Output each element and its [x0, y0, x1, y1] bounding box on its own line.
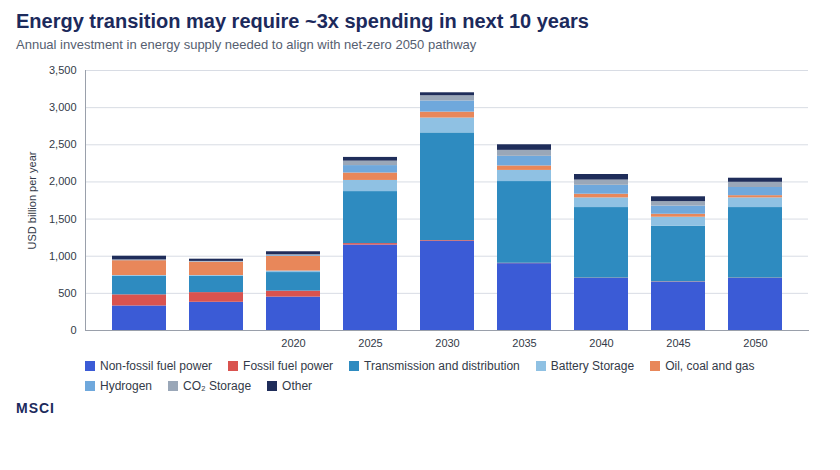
svg-text:2030: 2030 — [435, 337, 459, 349]
html-text:CO₂ Storage: CO₂ Storage — [183, 379, 252, 393]
svg-text:3,000: 3,000 — [49, 101, 77, 113]
svg-text:USD billion per year: USD billion per year — [26, 151, 38, 249]
html-text:Annual investment in energy su: Annual investment in energy supply neede… — [16, 37, 477, 52]
html-text:MSCI: MSCI — [16, 400, 55, 416]
html-text:Other: Other — [282, 379, 313, 393]
svg-text:2045: 2045 — [666, 337, 690, 349]
svg-text:0: 0 — [70, 324, 76, 336]
html-text:Non-fossil fuel power: Non-fossil fuel power — [100, 359, 213, 373]
svg-text:2035: 2035 — [512, 337, 536, 349]
svg-text:2020: 2020 — [281, 337, 305, 349]
html-text:Transmission and distribution: Transmission and distribution — [364, 359, 520, 373]
html-text:Energy transition may require: Energy transition may require ~3x spendi… — [16, 10, 589, 32]
svg-text:500: 500 — [58, 287, 76, 299]
svg-text:2025: 2025 — [358, 337, 382, 349]
svg-text:2,000: 2,000 — [49, 175, 77, 187]
html-text:Hydrogen: Hydrogen — [100, 379, 152, 393]
svg-text:2050: 2050 — [743, 337, 767, 349]
html-text:Oil, coal and gas: Oil, coal and gas — [665, 359, 755, 373]
html-text:Battery Storage: Battery Storage — [550, 359, 635, 373]
svg-text:1,500: 1,500 — [49, 213, 77, 225]
svg-text:2,500: 2,500 — [49, 138, 77, 150]
html-text:Fossil fuel power: Fossil fuel power — [243, 359, 334, 373]
svg-text:2040: 2040 — [589, 337, 613, 349]
svg-text:3,500: 3,500 — [49, 64, 77, 76]
svg-text:1,000: 1,000 — [49, 250, 77, 262]
